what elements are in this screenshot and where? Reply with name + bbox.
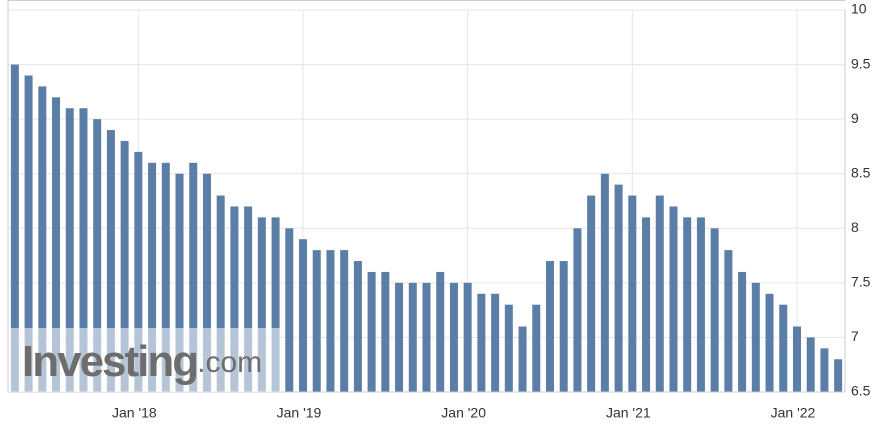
bar bbox=[353, 261, 362, 392]
bar bbox=[683, 217, 692, 392]
bar bbox=[573, 228, 582, 392]
y-tick-label: 9.5 bbox=[851, 55, 871, 71]
bar bbox=[436, 271, 445, 392]
bar bbox=[463, 282, 472, 392]
bar bbox=[93, 119, 102, 393]
bar bbox=[518, 326, 527, 392]
bar bbox=[161, 162, 170, 392]
bar bbox=[628, 195, 637, 392]
y-tick-label: 6.5 bbox=[851, 383, 871, 399]
bar bbox=[765, 293, 774, 392]
bar bbox=[408, 282, 417, 392]
y-tick-label: 8 bbox=[851, 219, 859, 235]
bar bbox=[532, 304, 541, 392]
x-tick-label: Jan '20 bbox=[441, 405, 486, 421]
bar bbox=[244, 206, 253, 392]
bar bbox=[381, 271, 390, 392]
bar bbox=[38, 86, 47, 393]
bar bbox=[52, 97, 61, 393]
bar bbox=[806, 337, 815, 392]
x-tick-label: Jan '19 bbox=[277, 405, 322, 421]
y-tick-label: 7 bbox=[851, 328, 859, 344]
bar bbox=[477, 293, 486, 392]
bar bbox=[24, 75, 33, 392]
bar bbox=[491, 293, 500, 392]
y-tick-label: 10 bbox=[851, 1, 867, 17]
bar bbox=[449, 282, 458, 392]
bar bbox=[367, 271, 376, 392]
bar bbox=[710, 228, 719, 392]
bar bbox=[340, 250, 349, 392]
bar bbox=[120, 140, 129, 392]
y-tick-label: 7.5 bbox=[851, 274, 871, 290]
x-tick-label: Jan '18 bbox=[112, 405, 157, 421]
watermark-backdrop bbox=[9, 328, 281, 392]
bar bbox=[751, 282, 760, 392]
y-tick-label: 8.5 bbox=[851, 164, 871, 180]
bar bbox=[559, 261, 568, 392]
bar bbox=[834, 359, 843, 392]
x-tick-label: Jan '22 bbox=[771, 405, 816, 421]
bar bbox=[504, 304, 513, 392]
bar bbox=[545, 261, 554, 392]
bar bbox=[312, 250, 321, 392]
bar bbox=[65, 108, 74, 392]
bar bbox=[614, 184, 623, 392]
bar bbox=[642, 217, 651, 392]
bar bbox=[738, 271, 747, 392]
bar bbox=[230, 206, 239, 392]
bar bbox=[792, 326, 801, 392]
bar bbox=[779, 304, 788, 392]
bar bbox=[148, 162, 157, 392]
bar bbox=[175, 173, 184, 392]
bar bbox=[79, 108, 88, 392]
bar bbox=[202, 173, 211, 392]
bar bbox=[257, 217, 266, 392]
bar bbox=[326, 250, 335, 392]
bar bbox=[820, 348, 829, 392]
bar bbox=[10, 64, 19, 393]
bar bbox=[216, 195, 225, 392]
bar bbox=[655, 195, 664, 392]
bar bbox=[189, 162, 198, 392]
bar bbox=[285, 228, 294, 392]
bar bbox=[299, 239, 308, 392]
y-tick-label: 9 bbox=[851, 110, 859, 126]
bar bbox=[395, 282, 404, 392]
bar bbox=[271, 217, 280, 392]
bar bbox=[422, 282, 431, 392]
watermark-suffix: .com bbox=[197, 346, 262, 379]
bar bbox=[696, 217, 705, 392]
bar bbox=[669, 206, 678, 392]
bar bbox=[600, 173, 609, 392]
watermark: Investing.com bbox=[22, 337, 262, 386]
bar bbox=[106, 130, 115, 393]
bar bbox=[587, 195, 596, 392]
bar bbox=[134, 151, 143, 392]
x-tick-label: Jan '21 bbox=[606, 405, 651, 421]
watermark-brand: Investing bbox=[22, 337, 197, 386]
bar bbox=[724, 250, 733, 392]
